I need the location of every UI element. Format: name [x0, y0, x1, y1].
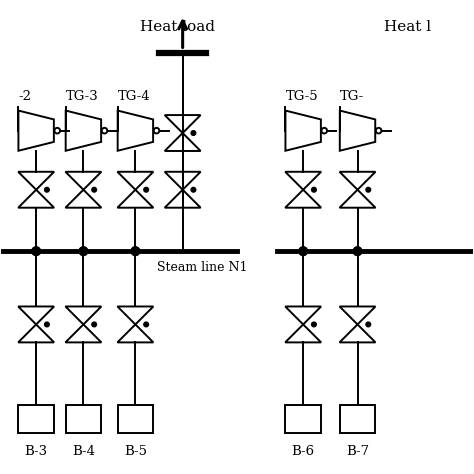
Circle shape	[299, 247, 308, 255]
Text: Steam line N1: Steam line N1	[156, 261, 247, 273]
Circle shape	[366, 187, 371, 192]
Circle shape	[45, 187, 49, 192]
Text: TG-: TG-	[340, 91, 364, 103]
Circle shape	[45, 322, 49, 327]
Circle shape	[79, 247, 88, 255]
Circle shape	[131, 247, 140, 255]
Circle shape	[299, 247, 308, 255]
Circle shape	[79, 247, 88, 255]
Circle shape	[32, 247, 40, 255]
Text: B-5: B-5	[124, 445, 147, 458]
Circle shape	[92, 187, 97, 192]
Text: B-7: B-7	[346, 445, 369, 458]
Circle shape	[353, 247, 362, 255]
Text: Heat load: Heat load	[140, 19, 215, 34]
Circle shape	[32, 247, 40, 255]
Circle shape	[311, 322, 316, 327]
Text: TG-5: TG-5	[285, 91, 318, 103]
Text: B-3: B-3	[25, 445, 48, 458]
Circle shape	[191, 187, 196, 192]
Text: Heat l: Heat l	[383, 19, 431, 34]
Text: -2: -2	[18, 91, 31, 103]
Text: TG-4: TG-4	[118, 91, 150, 103]
Text: B-4: B-4	[72, 445, 95, 458]
Text: TG-3: TG-3	[66, 91, 99, 103]
Text: B-6: B-6	[292, 445, 315, 458]
Circle shape	[366, 322, 371, 327]
Circle shape	[191, 131, 196, 136]
Circle shape	[131, 247, 140, 255]
Circle shape	[144, 322, 148, 327]
Circle shape	[92, 322, 97, 327]
Circle shape	[311, 187, 316, 192]
Circle shape	[144, 187, 148, 192]
Circle shape	[353, 247, 362, 255]
